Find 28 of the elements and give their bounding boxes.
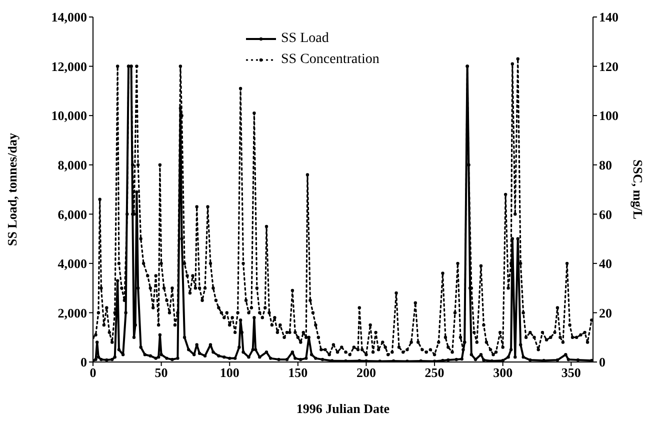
y2-tick-label: 140 (599, 10, 618, 25)
y2-tick-label: 0 (599, 354, 606, 370)
x-tick-label: 100 (220, 365, 240, 380)
legend-label: SS Load (281, 30, 329, 46)
y-tick-label: 8,000 (58, 157, 87, 172)
x-axis-title: 1996 Julian Date (296, 401, 390, 416)
y-tick-label: 0 (80, 354, 87, 370)
x-tick-label: 0 (90, 365, 96, 380)
x-tick-label: 350 (561, 365, 581, 380)
y2-tick-label: 40 (599, 256, 612, 272)
y2-axis-title: SSC, mg/L (630, 160, 646, 220)
y-tick-label: 2,000 (58, 305, 87, 320)
x-tick-label: 300 (493, 365, 513, 380)
y2-tick-label: 20 (599, 305, 612, 320)
y2-tick-label: 60 (599, 206, 612, 222)
legend-label: SS Concentration (281, 52, 380, 68)
y2-tick-label: 120 (599, 58, 618, 74)
x-tick-label: 250 (424, 365, 444, 380)
y2-tick-label: 100 (599, 108, 618, 124)
x-tick-label: 150 (288, 365, 308, 380)
y-tick-label: 4,000 (58, 256, 87, 272)
y-tick-label: 10,000 (51, 108, 87, 124)
y-tick-label: 12,000 (51, 58, 87, 74)
x-tick-label: 50 (154, 365, 168, 380)
y-tick-label: 6,000 (58, 206, 87, 222)
y-tick-label: 14,000 (51, 10, 87, 25)
y2-tick-label: 80 (599, 157, 612, 172)
x-tick-label: 200 (356, 365, 376, 380)
